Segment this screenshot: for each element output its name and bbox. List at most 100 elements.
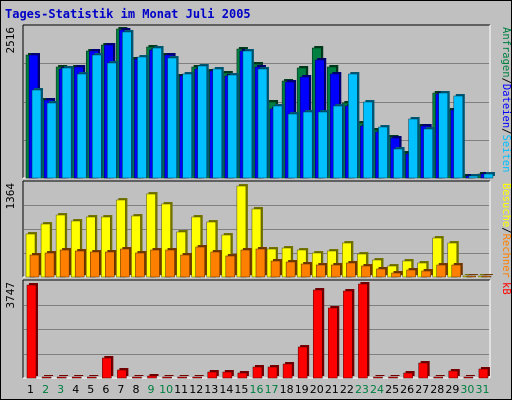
bar-kb (147, 375, 157, 379)
bar-seiten (302, 111, 313, 179)
bar-seiten (363, 101, 373, 179)
bar-kb-shadow (194, 375, 204, 376)
legend-separator: / (500, 128, 512, 134)
bar-seiten (92, 54, 102, 179)
x-axis-day-label: 6 (102, 383, 109, 396)
bar-rechner (436, 264, 446, 278)
x-axis-day-label: 23 (355, 383, 369, 396)
legend-panel3: kB (500, 282, 512, 295)
bar-kb-shadow (59, 375, 69, 376)
bar-kb (222, 371, 233, 379)
x-axis-day-label: 24 (370, 383, 384, 396)
bar-rechner (74, 250, 85, 278)
bar-rechner (150, 249, 160, 278)
bar-kb (373, 376, 383, 379)
bar-rechner (240, 249, 251, 278)
bar-kb (403, 372, 413, 379)
bar-rechner-shadow (468, 274, 478, 275)
bar-rechner (270, 260, 281, 278)
bar-seiten (287, 113, 298, 179)
x-axis-day-label: 25 (385, 383, 399, 396)
x-axis-day-label: 14 (219, 383, 233, 396)
legend-dateien: Dateien (500, 84, 512, 128)
legend-panel1: Anfragen/Dateien/Seiten (500, 27, 512, 172)
bar-rechner (391, 272, 401, 278)
legend-anfragen: Anfragen (500, 27, 512, 78)
bar-kb (56, 376, 67, 379)
legend-separator: / (500, 227, 512, 233)
bar-kb (463, 376, 474, 379)
bar-rechner (361, 265, 371, 278)
x-axis-day-label: 15 (234, 383, 248, 396)
bar-seiten (107, 62, 117, 179)
bar-seiten (333, 105, 343, 179)
bar-kb (418, 362, 428, 379)
x-axis-day-label: 30 (460, 383, 474, 396)
bar-kb (26, 284, 37, 379)
bar-kb (41, 376, 52, 379)
bar-kb (328, 307, 338, 379)
bar-kb-shadow (44, 375, 54, 376)
y-axis-max-label: 3747 (4, 282, 17, 309)
bar-kb (117, 369, 127, 379)
bar-kb (237, 372, 248, 379)
bar-kb (87, 376, 97, 379)
chart-title: Tages-Statistik im Monat Juli 2005 (5, 7, 251, 21)
x-axis-day-label: 27 (415, 383, 429, 396)
x-axis-day-label: 31 (475, 383, 489, 396)
bar-seiten (348, 73, 358, 179)
legend-rechner: Rechner (500, 234, 512, 278)
bar-kb (252, 366, 263, 379)
x-axis-day-label: 18 (280, 383, 294, 396)
bar-kb (177, 376, 187, 379)
bar-kb (162, 376, 172, 379)
x-axis-day-label: 20 (310, 383, 324, 396)
bar-rechner (451, 264, 462, 278)
bar-rechner (481, 275, 492, 278)
bar-seiten-shadow (470, 174, 480, 176)
bar-kb (478, 368, 489, 379)
bar-rechner (315, 264, 326, 278)
bar-rechner-shadow (483, 274, 493, 275)
legend-kb: kB (500, 282, 512, 295)
bar-rechner (406, 269, 416, 278)
bar-seiten (453, 95, 464, 179)
bar-kb-shadow (74, 375, 84, 376)
x-axis-day-label: 29 (445, 383, 459, 396)
bar-rechner (44, 252, 55, 278)
bar-kb (192, 376, 202, 379)
bar-seiten (317, 111, 328, 179)
x-axis-day-label: 10 (159, 383, 173, 396)
x-axis-day-label: 17 (265, 383, 279, 396)
x-axis-day-label: 5 (87, 383, 94, 396)
x-axis-day-label: 28 (430, 383, 444, 396)
bar-seiten (61, 67, 72, 179)
x-axis-day-label: 16 (250, 383, 264, 396)
x-axis-day-label: 11 (174, 383, 188, 396)
bar-rechner (421, 270, 431, 278)
bar-seiten (483, 173, 494, 179)
bar-kb (358, 283, 368, 379)
bar-seiten (137, 56, 147, 179)
bar-seiten (242, 50, 253, 179)
bar-seiten (408, 118, 418, 179)
bar-rechner (466, 275, 477, 278)
bar-rechner (255, 248, 266, 278)
bar-kb (343, 290, 353, 379)
x-axis-day-label: 9 (148, 383, 155, 396)
bar-seiten (182, 73, 192, 179)
bar-seiten (227, 74, 238, 179)
bar-kb-shadow (134, 375, 144, 376)
bar-kb (267, 366, 278, 379)
bar-rechner (300, 263, 311, 278)
legend-besuche: Besuche (500, 183, 512, 227)
bar-seiten (197, 65, 207, 179)
bar-rechner (165, 249, 175, 278)
x-axis-day-label: 12 (189, 383, 203, 396)
bar-seiten (393, 148, 403, 179)
bar-seiten (257, 68, 268, 179)
x-axis-day-label: 2 (42, 383, 49, 396)
bar-kb (102, 357, 112, 379)
bar-rechner (210, 251, 221, 278)
